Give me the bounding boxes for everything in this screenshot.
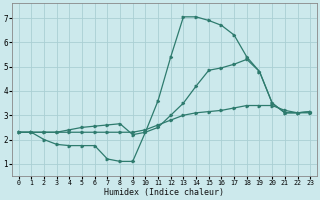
X-axis label: Humidex (Indice chaleur): Humidex (Indice chaleur) xyxy=(104,188,224,197)
